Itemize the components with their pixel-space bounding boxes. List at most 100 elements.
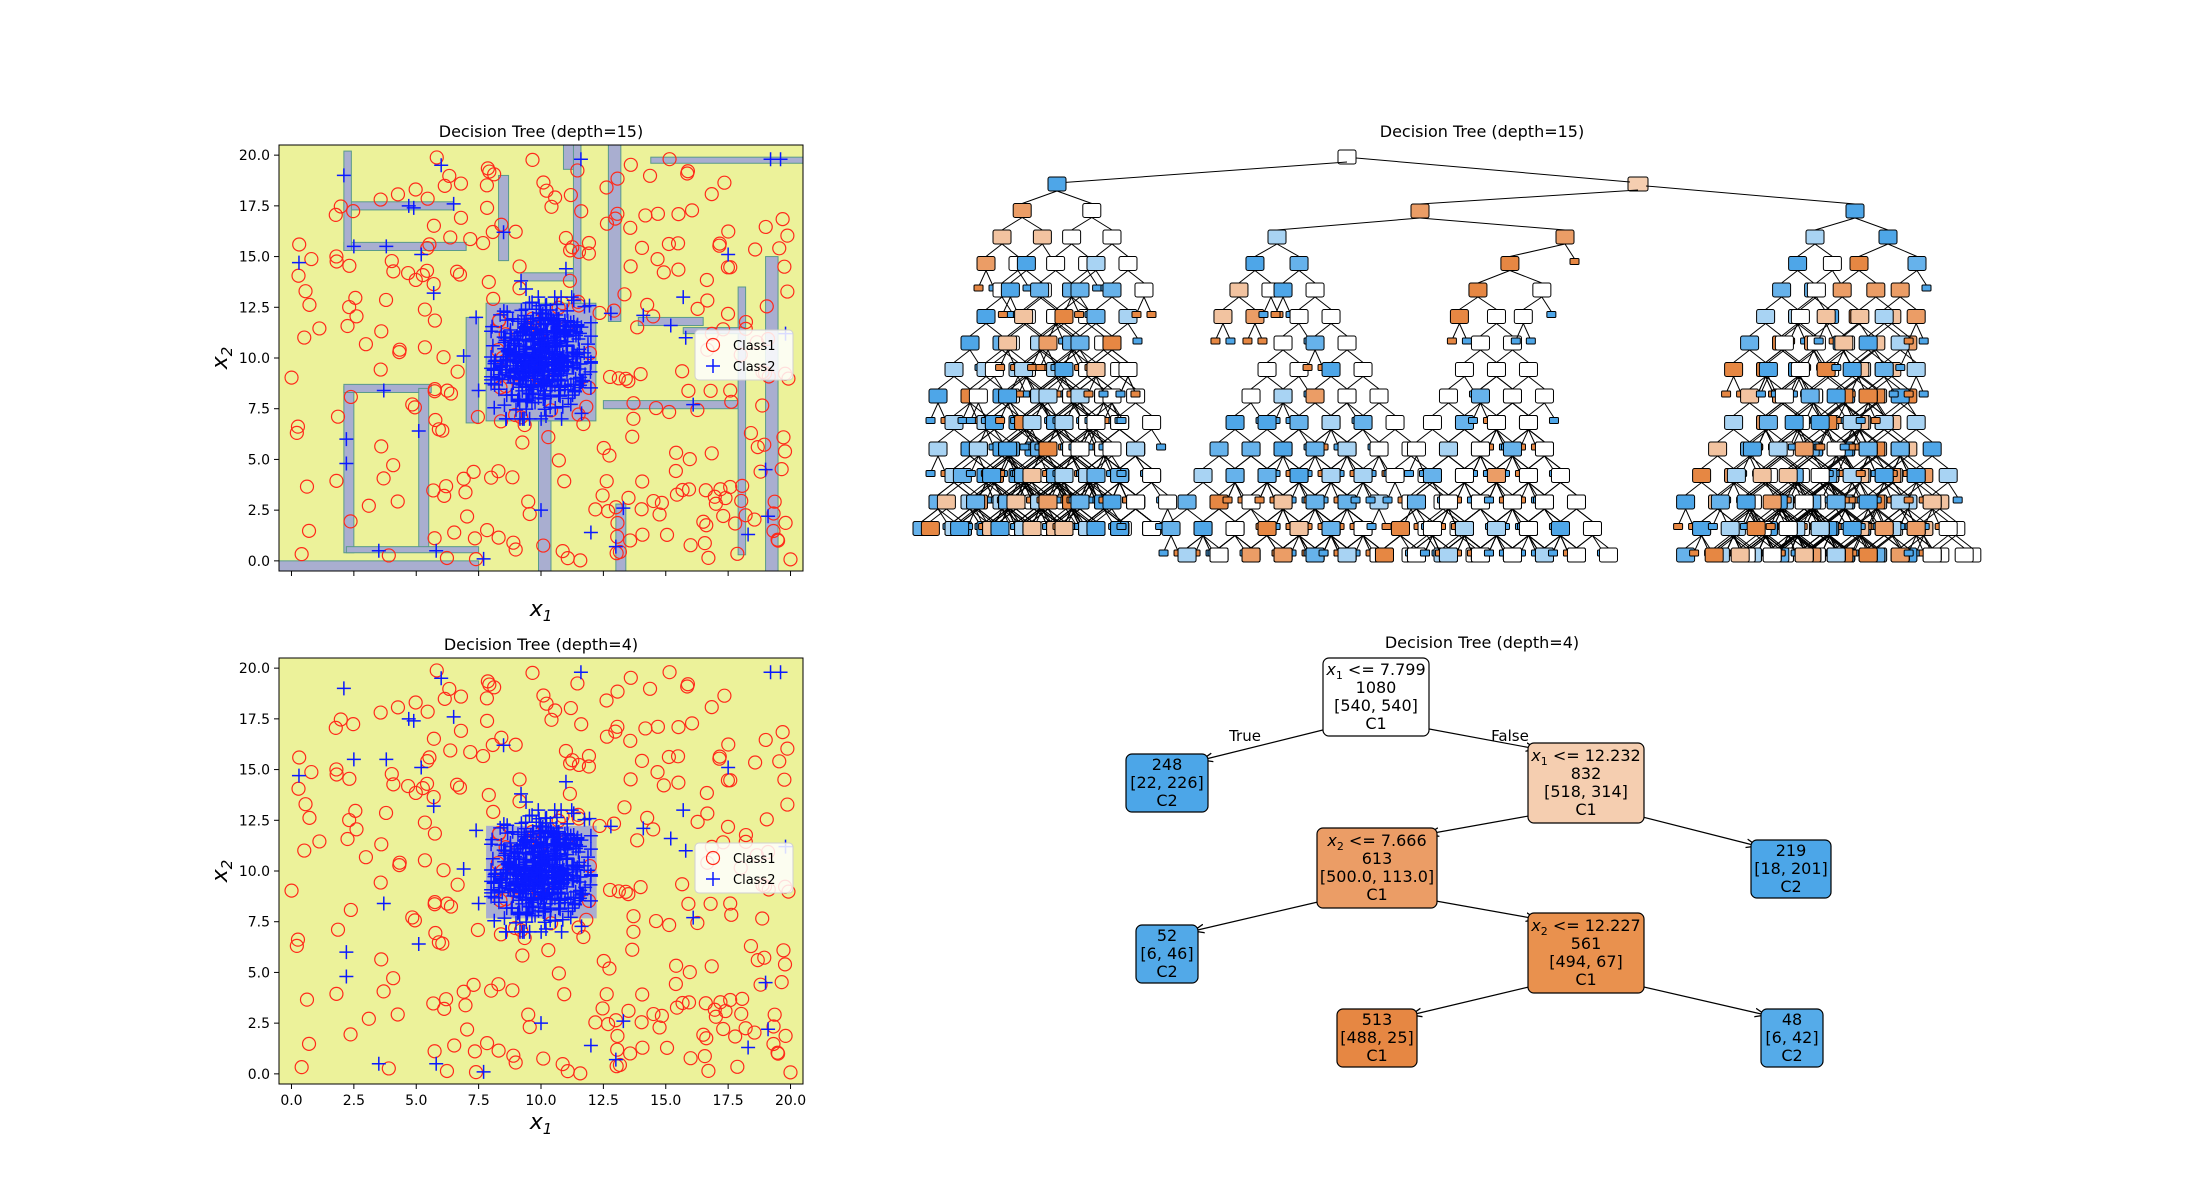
tree-edge: [930, 455, 939, 472]
class1-point: [576, 416, 591, 432]
class1-point: [606, 303, 622, 318]
class2-point: [291, 255, 306, 270]
class1-point: [514, 410, 529, 425]
tree-edge: [1854, 217, 1889, 231]
tree-edge: [1119, 508, 1136, 522]
tree-node: [1082, 203, 1102, 218]
tree-leaf: [1755, 390, 1766, 398]
class2-region: [418, 387, 430, 552]
class1-point: [329, 254, 344, 269]
tree-node: [976, 309, 996, 324]
tree-edge: [1784, 349, 1801, 363]
tree-edge: [1010, 323, 1027, 337]
class2-point: [446, 196, 461, 211]
class2-point: [518, 815, 533, 830]
class2-point: [549, 842, 564, 857]
class1-point: [701, 1063, 716, 1078]
class1-point: [640, 810, 655, 825]
class1-point: [633, 367, 648, 382]
tree-node: [1438, 388, 1458, 404]
class2-point: [500, 341, 515, 356]
tree-node: [1086, 256, 1106, 271]
class1-point: [343, 514, 358, 529]
tree-edge: [1645, 185, 1856, 205]
tree-edge: [1135, 429, 1152, 443]
class1-point: [610, 1028, 625, 1044]
tree-edge: [1055, 270, 1072, 284]
tree-leaf: [1302, 364, 1313, 371]
tree-node: [1724, 415, 1744, 430]
class2-point: [582, 298, 597, 313]
class1-point: [329, 762, 344, 777]
class1-point: [304, 251, 319, 267]
class1-point: [608, 500, 624, 515]
tree-node: [1438, 494, 1458, 510]
class2-point: [572, 326, 587, 341]
class2-point: [566, 293, 581, 308]
class1-point: [753, 977, 768, 992]
tree-edge: [1861, 429, 1878, 443]
tree-edge: [1276, 217, 1421, 231]
class2-point: [434, 158, 449, 173]
class1-point: [512, 772, 527, 787]
class1-point: [659, 527, 675, 542]
tree-edge: [1480, 349, 1497, 363]
class2-point: [522, 411, 537, 426]
class1-point: [438, 992, 454, 1007]
tree-edge: [1685, 508, 1694, 525]
tree-edge: [985, 243, 1003, 257]
class2-point: [498, 333, 513, 348]
class2-point: [527, 371, 542, 386]
tree-edge: [1282, 429, 1300, 443]
tree-node: [1086, 521, 1106, 536]
class2-point: [537, 915, 552, 930]
tree-edge: [1276, 243, 1300, 257]
class1-point: [378, 292, 394, 308]
class1-point: [704, 959, 719, 974]
tree-edge: [1496, 349, 1513, 363]
class1-point: [602, 448, 617, 463]
tree-node: [1708, 441, 1728, 457]
class2-point: [501, 368, 516, 383]
tree-edge: [1250, 535, 1268, 549]
class2-point: [493, 820, 508, 835]
tree-node: [1102, 229, 1122, 245]
class1-point: [652, 1020, 667, 1035]
tree-node: [1273, 547, 1293, 563]
class2-point: [543, 400, 558, 415]
tree-edge: [937, 429, 955, 443]
class1-point: [343, 1027, 358, 1042]
class1-point: [772, 754, 787, 769]
class1-point: [333, 712, 348, 727]
class1-point: [443, 899, 459, 914]
class1-point: [521, 494, 536, 509]
class1-point: [381, 1061, 396, 1076]
tree-edge: [1522, 323, 1531, 340]
class1-point: [712, 751, 727, 766]
tree-edge: [1071, 217, 1093, 231]
tree-edge: [1135, 455, 1152, 469]
class1-point: [491, 1043, 506, 1058]
class2-point: [560, 303, 575, 318]
y-tick-label: 2.5: [248, 1016, 270, 1032]
tree-edge: [921, 508, 939, 522]
tree-node: [1845, 203, 1865, 219]
class2-point: [547, 290, 562, 305]
tree-node: [1534, 494, 1554, 510]
class1-point: [669, 445, 684, 460]
class1-point: [723, 896, 738, 911]
class1-point: [508, 407, 523, 423]
class2-point: [496, 225, 511, 240]
tree-edge: [1576, 535, 1593, 549]
class1-point: [458, 485, 473, 500]
class2-point: [487, 400, 502, 415]
class1-point: [297, 330, 312, 345]
class1-point: [646, 1006, 661, 1022]
class2-point: [563, 910, 578, 925]
y-tick-label: 10.0: [239, 351, 270, 367]
tree-edge: [1222, 323, 1231, 340]
tree-leaf: [925, 470, 936, 477]
class1-point: [671, 262, 686, 277]
tree-edge: [1087, 508, 1104, 522]
